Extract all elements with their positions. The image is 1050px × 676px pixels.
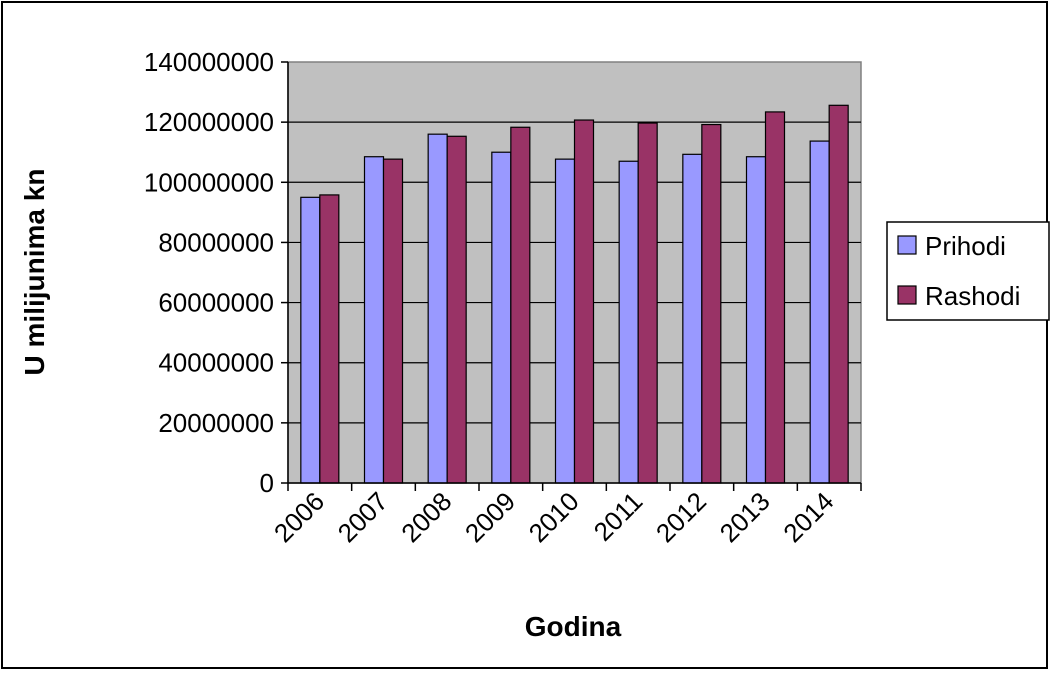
- legend-label-prihodi: Prihodi: [925, 231, 1006, 261]
- y-tick-label: 100000000: [144, 167, 274, 197]
- bar-prihodi-2007: [363, 156, 385, 484]
- bar-rashodi-2011: [637, 122, 658, 484]
- x-axis-title: Godina: [525, 611, 622, 642]
- y-tick-label: 60000000: [158, 288, 274, 318]
- bar-prihodi-2010: [554, 158, 576, 484]
- bar-prihodi-2014: [809, 140, 830, 484]
- bar-prihodi-2009: [491, 151, 512, 484]
- legend-label-rashodi: Rashodi: [925, 281, 1020, 311]
- y-tick-label: 40000000: [158, 348, 274, 378]
- bar-prihodi-2011: [618, 160, 639, 484]
- bar-rashodi-2010: [573, 119, 595, 484]
- y-axis-ticks: 0 20000000 40000000 60000000 80000000 1000000…: [144, 47, 288, 498]
- bar-prihodi-2012: [682, 153, 703, 484]
- legend-swatch-prihodi: [897, 235, 917, 255]
- bar-rashodi-2012: [701, 123, 722, 484]
- y-tick-label: 80000000: [158, 227, 274, 257]
- y-axis-title: U milijunima kn: [19, 169, 50, 376]
- bar-rashodi-2006: [319, 194, 340, 484]
- y-tick-label: 140000000: [144, 47, 274, 77]
- axes: [287, 62, 861, 484]
- y-tick-label: 20000000: [158, 408, 274, 438]
- y-tick-label: 120000000: [144, 107, 274, 137]
- legend-swatch-rashodi: [897, 285, 917, 305]
- bars: [300, 104, 849, 484]
- bar-rashodi-2013: [764, 111, 786, 484]
- legend: Prihodi Rashodi: [886, 221, 1050, 321]
- y-tick-label: 0: [260, 468, 274, 498]
- bar-prihodi-2008: [427, 133, 448, 484]
- bar-rashodi-2014: [828, 104, 849, 484]
- bar-rashodi-2008: [446, 135, 467, 484]
- bar-prihodi-2013: [745, 156, 767, 484]
- bar-rashodi-2009: [510, 126, 531, 484]
- bar-prihodi-2006: [300, 196, 321, 484]
- bar-rashodi-2007: [382, 158, 404, 484]
